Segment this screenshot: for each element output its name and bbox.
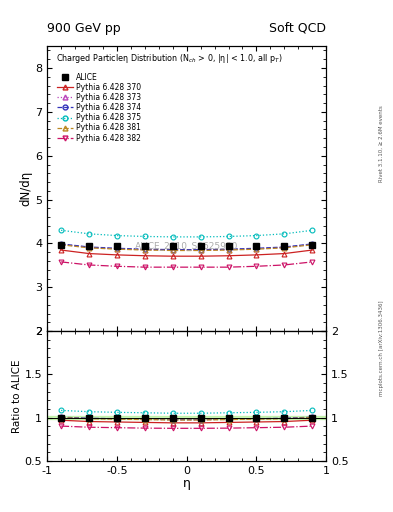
- Text: Charged Particleη Distribution (N$_{ch}$ > 0, |η| < 1.0, all p$_T$): Charged Particleη Distribution (N$_{ch}$…: [55, 52, 282, 65]
- Text: 900 GeV pp: 900 GeV pp: [47, 22, 121, 35]
- Bar: [47, 416, 326, 419]
- X-axis label: η: η: [183, 477, 191, 490]
- Y-axis label: dN/dη: dN/dη: [19, 171, 32, 206]
- Y-axis label: Ratio to ALICE: Ratio to ALICE: [12, 359, 22, 433]
- Text: ALICE_2010_S8625980: ALICE_2010_S8625980: [135, 241, 239, 250]
- Text: mcplots.cern.ch [arXiv:1306.3436]: mcplots.cern.ch [arXiv:1306.3436]: [379, 301, 384, 396]
- Text: Rivet 3.1.10, ≥ 2.6M events: Rivet 3.1.10, ≥ 2.6M events: [379, 105, 384, 182]
- Legend: ALICE, Pythia 6.428 370, Pythia 6.428 373, Pythia 6.428 374, Pythia 6.428 375, P: ALICE, Pythia 6.428 370, Pythia 6.428 37…: [57, 73, 141, 142]
- Text: Soft QCD: Soft QCD: [269, 22, 326, 35]
